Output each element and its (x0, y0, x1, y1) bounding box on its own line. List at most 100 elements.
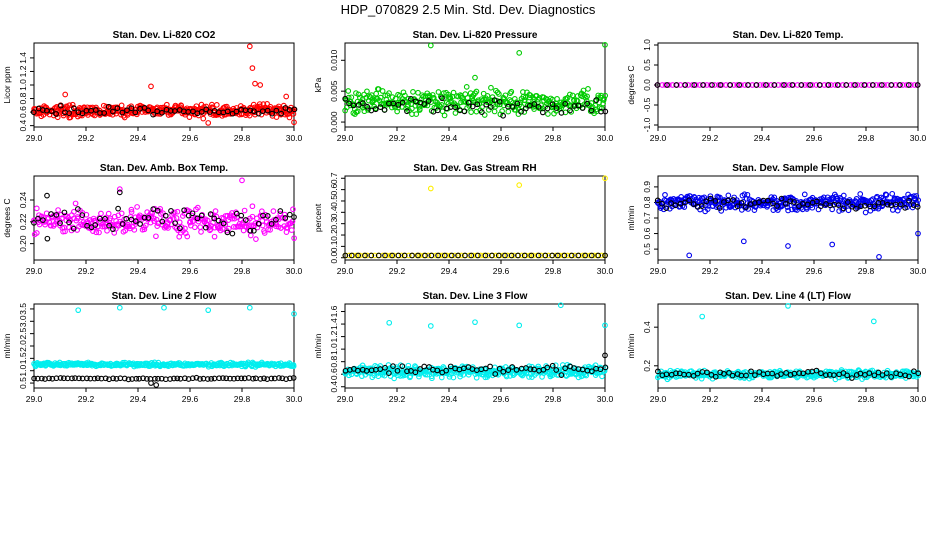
data-point (270, 208, 277, 214)
data-point (415, 89, 421, 96)
data-point (818, 370, 824, 377)
data-point (782, 200, 789, 207)
data-point (106, 222, 113, 229)
data-point (869, 82, 876, 88)
data-point (346, 100, 352, 107)
data-point (362, 252, 368, 259)
data-point (897, 371, 904, 378)
data-point (92, 222, 99, 228)
data-point (128, 209, 135, 215)
data-point (575, 252, 582, 259)
y-tick-label: 0.3 (329, 218, 339, 230)
data-point (203, 106, 210, 113)
data-point (542, 252, 549, 259)
data-point (152, 375, 158, 382)
data-point (273, 114, 280, 120)
data-point (914, 82, 921, 88)
data-point (342, 95, 349, 102)
data-point (400, 89, 407, 96)
data-point (553, 105, 560, 111)
data-point (743, 372, 749, 379)
x-tick-label: 29.2 (702, 266, 719, 276)
data-point (79, 110, 86, 117)
data-point (553, 367, 560, 373)
x-tick-label: 29.0 (26, 133, 43, 143)
data-point (473, 374, 480, 381)
data-point (781, 82, 787, 88)
data-point (287, 375, 293, 382)
data-point (278, 110, 285, 117)
data-point (911, 82, 918, 88)
data-point (422, 252, 428, 259)
data-point (915, 197, 922, 203)
outlier-point (246, 43, 253, 50)
data-point (506, 97, 513, 103)
data-point (598, 105, 605, 112)
outlier-point (557, 302, 564, 309)
data-point (665, 82, 672, 88)
data-point (177, 225, 183, 232)
data-point (404, 108, 410, 115)
data-point (764, 197, 771, 204)
y-tick-label: 1.2 (329, 330, 339, 342)
data-point (707, 193, 714, 200)
data-point (500, 112, 506, 119)
data-point (465, 99, 472, 106)
data-point (395, 102, 402, 108)
data-point (775, 82, 782, 88)
outlier-point (153, 382, 160, 388)
data-point (451, 252, 458, 259)
data-point (372, 106, 379, 113)
series-hourly (31, 189, 297, 242)
data-point (44, 235, 51, 242)
data-point (800, 370, 807, 377)
data-point (132, 218, 139, 224)
data-point (673, 82, 680, 88)
data-point (757, 82, 763, 88)
data-point (71, 105, 77, 112)
x-tick-label: 29.6 (493, 133, 510, 143)
data-point (437, 103, 444, 110)
data-point (358, 99, 365, 105)
data-point (438, 374, 445, 381)
data-point (355, 252, 362, 259)
data-point (873, 82, 880, 88)
data-point (858, 203, 864, 210)
data-point (269, 110, 275, 117)
panel-line2: Stan. Dev. Line 2 Flow ml/min 29.0 29.2 29.4… (2, 291, 303, 404)
data-point (862, 209, 869, 216)
data-point (101, 110, 108, 116)
data-point (450, 374, 457, 381)
data-point (399, 99, 406, 106)
plot-frame (657, 175, 919, 261)
data-point (279, 375, 286, 382)
data-point (173, 215, 180, 221)
outlier-point (205, 307, 212, 314)
data-point (231, 215, 238, 222)
data-point (782, 82, 789, 88)
data-point (435, 89, 442, 95)
data-point (475, 252, 481, 259)
data-point (691, 82, 698, 88)
data-point (42, 221, 48, 228)
x-tick-label: 29.8 (858, 133, 875, 143)
data-point (915, 372, 921, 379)
panel-rh: Stan. Dev. Gas Stream RH percent 29.0 29.2 2… (313, 163, 614, 276)
data-point (119, 221, 126, 227)
data-point (368, 252, 375, 259)
x-tick-label: 29.6 (182, 133, 199, 143)
data-point (153, 233, 159, 240)
outlier-point (785, 303, 791, 309)
data-point (823, 372, 829, 379)
data-point (434, 367, 441, 374)
y-tick-label: 0.4 (18, 119, 28, 131)
data-point (121, 375, 128, 382)
data-point (176, 219, 183, 226)
data-point (700, 82, 706, 88)
data-point (154, 223, 161, 229)
data-point (844, 372, 850, 379)
data-point (832, 82, 838, 88)
data-point (145, 215, 152, 221)
data-point (763, 82, 769, 88)
data-point (93, 229, 100, 236)
